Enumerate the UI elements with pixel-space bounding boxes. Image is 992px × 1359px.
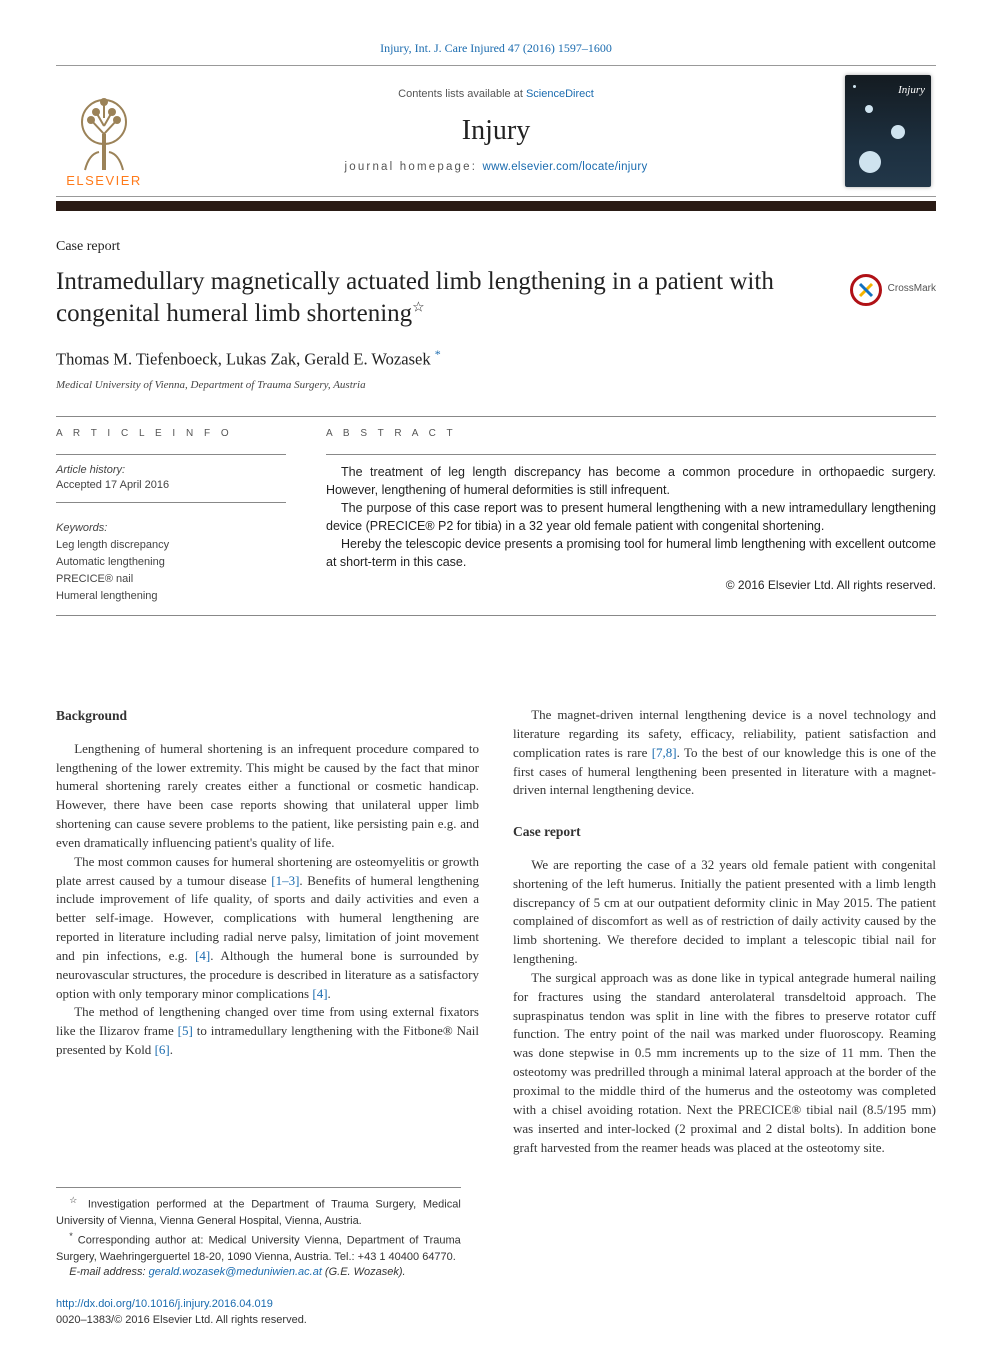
body-two-column: Background Lengthening of humeral shorte… — [56, 706, 936, 1157]
article-history-heading: Article history: — [56, 463, 286, 479]
publisher-logo: ELSEVIER — [56, 66, 152, 196]
sciencedirect-link[interactable]: ScienceDirect — [526, 88, 594, 100]
body-text: . — [170, 1042, 173, 1057]
author-list: Thomas M. Tiefenboeck, Lukas Zak, Gerald… — [56, 346, 936, 371]
keyword: Humeral lengthening — [56, 589, 286, 605]
keywords-heading: Keywords: — [56, 521, 286, 537]
section-heading-case-report: Case report — [513, 822, 936, 842]
citation-ref[interactable]: [4] — [312, 986, 327, 1001]
body-paragraph: We are reporting the case of a 32 years … — [513, 856, 936, 969]
abstract-paragraph: The purpose of this case report was to p… — [326, 499, 936, 535]
contents-prefix: Contents lists available at — [398, 88, 526, 100]
authors-text: Thomas M. Tiefenboeck, Lukas Zak, Gerald… — [56, 349, 431, 368]
article-info-heading: A R T I C L E I N F O — [56, 427, 286, 442]
masthead-center: Contents lists available at ScienceDirec… — [152, 66, 840, 196]
abstract-rule — [326, 454, 936, 455]
crossmark-icon — [850, 274, 882, 306]
body-paragraph: Lengthening of humeral shortening is an … — [56, 740, 479, 853]
footnotes-block: ☆ Investigation performed at the Departm… — [56, 1187, 461, 1281]
title-footnote-star: ☆ — [412, 300, 425, 315]
keyword: PRECICE® nail — [56, 572, 286, 588]
abstract-column: A B S T R A C T The treatment of leg len… — [326, 427, 936, 605]
right-column: The magnet-driven internal lengthening d… — [513, 706, 936, 1157]
citation-link[interactable]: Injury, Int. J. Care Injured 47 (2016) 1… — [380, 41, 612, 55]
citation-ref[interactable]: [4] — [195, 948, 210, 963]
abstract-paragraph: Hereby the telescopic device presents a … — [326, 535, 936, 571]
article-type: Case report — [56, 237, 936, 257]
article-meta-row: A R T I C L E I N F O Article history: A… — [56, 427, 936, 605]
publisher-name: ELSEVIER — [66, 172, 142, 191]
running-citation: Injury, Int. J. Care Injured 47 (2016) 1… — [56, 40, 936, 57]
rule-bottom — [56, 615, 936, 616]
email-link[interactable]: gerald.wozasek@meduniwien.ac.at — [149, 1266, 322, 1278]
keyword: Leg length discrepancy — [56, 538, 286, 554]
article-title: Intramedullary magnetically actuated lim… — [56, 266, 826, 330]
journal-homepage-line: journal homepage: www.elsevier.com/locat… — [344, 159, 647, 176]
homepage-prefix: journal homepage: — [344, 161, 482, 173]
citation-ref[interactable]: [7,8] — [652, 745, 677, 760]
citation-ref[interactable]: [6] — [155, 1042, 170, 1057]
masthead-black-bar — [56, 201, 936, 211]
citation-ref[interactable]: [5] — [178, 1023, 193, 1038]
body-paragraph: The method of lengthening changed over t… — [56, 1003, 479, 1060]
info-rule — [56, 454, 286, 455]
rule-top — [56, 416, 936, 417]
star-icon: ☆ — [69, 1195, 81, 1205]
footnote-email-line: E-mail address: gerald.wozasek@meduniwie… — [56, 1265, 461, 1281]
abstract-heading: A B S T R A C T — [326, 427, 936, 442]
crossmark-badge[interactable]: CrossMark — [850, 274, 936, 306]
contents-available-line: Contents lists available at ScienceDirec… — [398, 87, 594, 103]
info-rule-2 — [56, 502, 286, 503]
asterisk-icon: * — [69, 1231, 73, 1241]
corresponding-author-marker: * — [435, 347, 441, 361]
keywords-list: Leg length discrepancy Automatic lengthe… — [56, 538, 286, 605]
footnote-text: Investigation performed at the Departmen… — [56, 1199, 461, 1227]
citation-ref[interactable]: [1–3] — [271, 873, 299, 888]
issn-copyright: 0020–1383/© 2016 Elsevier Ltd. All right… — [56, 1314, 307, 1326]
body-text: . — [328, 986, 331, 1001]
cover-title-text: Injury — [898, 83, 925, 99]
journal-title: Injury — [462, 111, 530, 152]
abstract-paragraph: The treatment of leg length discrepancy … — [326, 463, 936, 499]
body-paragraph: The most common causes for humeral short… — [56, 853, 479, 1004]
doi-block: http://dx.doi.org/10.1016/j.injury.2016.… — [56, 1297, 936, 1329]
crossmark-label: CrossMark — [888, 282, 936, 297]
doi-link[interactable]: http://dx.doi.org/10.1016/j.injury.2016.… — [56, 1298, 273, 1310]
article-title-text: Intramedullary magnetically actuated lim… — [56, 268, 774, 327]
body-paragraph: The surgical approach was as done like i… — [513, 969, 936, 1157]
elsevier-tree-icon — [69, 92, 139, 172]
email-tail: (G.E. Wozasek). — [322, 1266, 406, 1278]
email-label: E-mail address: — [69, 1266, 148, 1278]
footnote-text: Corresponding author at: Medical Univers… — [56, 1235, 461, 1263]
article-history-date: Accepted 17 April 2016 — [56, 478, 286, 494]
journal-masthead: ELSEVIER Contents lists available at Sci… — [56, 65, 936, 197]
section-heading-background: Background — [56, 706, 479, 726]
left-column: Background Lengthening of humeral shorte… — [56, 706, 479, 1157]
journal-homepage-link[interactable]: www.elsevier.com/locate/injury — [483, 161, 648, 173]
keyword: Automatic lengthening — [56, 555, 286, 571]
footnote-corresponding: * Corresponding author at: Medical Unive… — [56, 1230, 461, 1266]
abstract-copyright: © 2016 Elsevier Ltd. All rights reserved… — [326, 577, 936, 594]
author-affiliation: Medical University of Vienna, Department… — [56, 378, 936, 394]
body-paragraph: The magnet-driven internal lengthening d… — [513, 706, 936, 800]
footnote-investigation: ☆ Investigation performed at the Departm… — [56, 1194, 461, 1230]
article-info-column: A R T I C L E I N F O Article history: A… — [56, 427, 286, 605]
journal-cover-thumbnail: Injury — [840, 66, 936, 196]
